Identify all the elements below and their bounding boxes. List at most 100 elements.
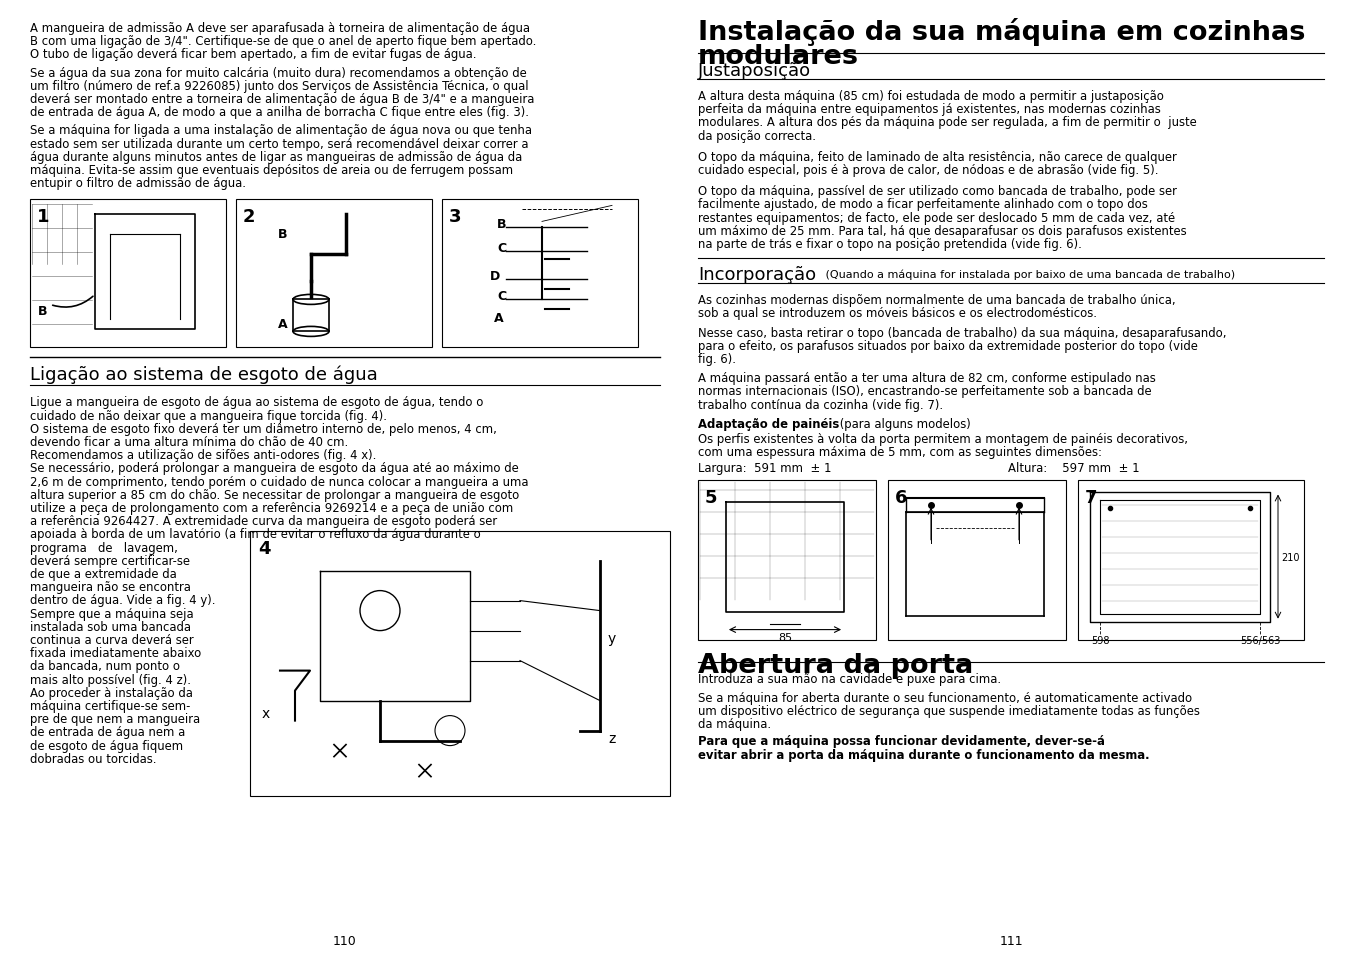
Text: Recomendamos a utilização de sifões anti-odores (fig. 4 x).: Recomendamos a utilização de sifões anti… (30, 449, 377, 461)
Text: A altura desta máquina (85 cm) foi estudada de modo a permitir a justaposição: A altura desta máquina (85 cm) foi estud… (698, 90, 1163, 103)
Text: modulares. A altura dos pés da máquina pode ser regulada, a fim de permitir o  j: modulares. A altura dos pés da máquina p… (698, 116, 1197, 130)
Text: Ligue a mangueira de esgoto de água ao sistema de esgoto de água, tendo o: Ligue a mangueira de esgoto de água ao s… (30, 396, 484, 409)
Text: 4: 4 (258, 539, 270, 557)
Text: altura superior a 85 cm do chão. Se necessitar de prolongar a mangueira de esgot: altura superior a 85 cm do chão. Se nece… (30, 488, 519, 501)
Text: Para que a máquina possa funcionar devidamente, dever-se-á: Para que a máquina possa funcionar devid… (698, 735, 1105, 747)
Text: facilmente ajustado, de modo a ficar perfeitamente alinhado com o topo dos: facilmente ajustado, de modo a ficar per… (698, 198, 1148, 212)
Text: programa   de   lavagem,: programa de lavagem, (30, 541, 178, 554)
Text: 556/563: 556/563 (1240, 635, 1281, 645)
Text: A mangueira de admissão A deve ser aparafusada à torneira de alimentação de água: A mangueira de admissão A deve ser apara… (30, 22, 530, 35)
Text: x: x (262, 706, 270, 720)
Text: O topo da máquina, passível de ser utilizado como bancada de trabalho, pode ser: O topo da máquina, passível de ser utili… (698, 185, 1177, 198)
Text: um dispositivo eléctrico de segurança que suspende imediatamente todas as funçõe: um dispositivo eléctrico de segurança qu… (698, 704, 1200, 718)
Text: de esgoto de água fiquem: de esgoto de água fiquem (30, 739, 184, 752)
Text: B: B (278, 228, 288, 241)
Text: Se a máquina for aberta durante o seu funcionamento, é automaticamente activado: Se a máquina for aberta durante o seu fu… (698, 691, 1192, 704)
Text: água durante alguns minutos antes de ligar as mangueiras de admissão de água da: água durante alguns minutos antes de lig… (30, 151, 523, 164)
Text: 210: 210 (1281, 552, 1300, 562)
Text: B: B (38, 305, 47, 318)
Text: 2: 2 (243, 208, 255, 226)
Text: cuidado especial, pois é à prova de calor, de nódoas e de abrasão (vide fig. 5).: cuidado especial, pois é à prova de calo… (698, 164, 1159, 177)
Text: deverá sempre certificar-se: deverá sempre certificar-se (30, 555, 190, 567)
Text: Incorporação: Incorporação (698, 266, 816, 284)
Text: para o efeito, os parafusos situados por baixo da extremidade posterior do topo : para o efeito, os parafusos situados por… (698, 339, 1198, 353)
Text: A máquina passará então a ter uma altura de 82 cm, conforme estipulado nas: A máquina passará então a ter uma altura… (698, 372, 1155, 385)
Text: 6: 6 (894, 488, 908, 506)
Text: apoiada à borda de um lavatório (a fim de evitar o refluxo da água durante o: apoiada à borda de um lavatório (a fim d… (30, 528, 481, 541)
Text: A: A (278, 318, 288, 331)
Text: D: D (490, 270, 500, 283)
Text: 1: 1 (36, 208, 50, 226)
Text: sob a qual se introduzem os móveis básicos e os electrodomésticos.: sob a qual se introduzem os móveis básic… (698, 307, 1097, 320)
Text: a referência 9264427. A extremidade curva da mangueira de esgoto poderá ser: a referência 9264427. A extremidade curv… (30, 515, 497, 528)
Bar (888, 480, 1066, 639)
Text: (para alguns modelos): (para alguns modelos) (836, 417, 971, 431)
Text: deverá ser montado entre a torneira de alimentação de água B de 3/4" e a manguei: deverá ser montado entre a torneira de a… (30, 92, 535, 106)
Text: 111: 111 (1000, 934, 1023, 947)
Text: As cozinhas modernas dispõem normalmente de uma bancada de trabalho única,: As cozinhas modernas dispõem normalmente… (698, 294, 1175, 307)
Text: Se a máquina for ligada a uma instalação de alimentação de água nova ou que tenh: Se a máquina for ligada a uma instalação… (30, 124, 532, 137)
Text: B: B (497, 218, 507, 232)
Text: normas internacionais (ISO), encastrando-se perfeitamente sob a bancada de: normas internacionais (ISO), encastrando… (698, 385, 1151, 398)
Text: A: A (494, 312, 504, 325)
Text: Justaposição: Justaposição (698, 62, 811, 80)
Text: máquina. Evita-se assim que eventuais depósitos de areia ou de ferrugem possam: máquina. Evita-se assim que eventuais de… (30, 164, 513, 177)
Text: Instalação da sua máquina em cozinhas: Instalação da sua máquina em cozinhas (698, 18, 1305, 46)
Text: utilize a peça de prolongamento com a referência 9269214 e a peça de união com: utilize a peça de prolongamento com a re… (30, 501, 513, 515)
Text: perfeita da máquina entre equipamentos já existentes, nas modernas cozinhas: perfeita da máquina entre equipamentos j… (698, 103, 1161, 116)
Text: modulares: modulares (698, 44, 859, 70)
Text: pre de que nem a mangueira: pre de que nem a mangueira (30, 713, 200, 725)
Text: continua a curva deverá ser: continua a curva deverá ser (30, 634, 193, 646)
Text: y: y (608, 631, 616, 645)
Text: da posição correcta.: da posição correcta. (698, 130, 816, 142)
Text: evitar abrir a porta da máquina durante o funcionamento da mesma.: evitar abrir a porta da máquina durante … (698, 748, 1150, 760)
Text: um máximo de 25 mm. Para tal, há que desaparafusar os dois parafusos existentes: um máximo de 25 mm. Para tal, há que des… (698, 225, 1186, 237)
Text: máquina certifique-se sem-: máquina certifique-se sem- (30, 700, 190, 712)
Text: Nesse caso, basta retirar o topo (bancada de trabalho) da sua máquina, desaparaf: Nesse caso, basta retirar o topo (bancad… (698, 326, 1227, 339)
Text: na parte de trás e fixar o topo na posição pretendida (vide fig. 6).: na parte de trás e fixar o topo na posiç… (698, 237, 1082, 251)
Text: cuidado de não deixar que a mangueira fique torcida (fig. 4).: cuidado de não deixar que a mangueira fi… (30, 409, 386, 422)
Text: (Quando a máquina for instalada por baixo de uma bancada de trabalho): (Quando a máquina for instalada por baix… (821, 269, 1235, 279)
Text: restantes equipamentos; de facto, ele pode ser deslocado 5 mm de cada vez, até: restantes equipamentos; de facto, ele po… (698, 212, 1175, 224)
Text: O sistema de esgoto fixo deverá ter um diâmetro interno de, pelo menos, 4 cm,: O sistema de esgoto fixo deverá ter um d… (30, 422, 497, 436)
Text: entupir o filtro de admissão de água.: entupir o filtro de admissão de água. (30, 177, 246, 190)
Text: 7: 7 (1085, 488, 1097, 506)
Text: O topo da máquina, feito de laminado de alta resistência, não carece de qualquer: O topo da máquina, feito de laminado de … (698, 151, 1177, 164)
Text: O tubo de ligação deverá ficar bem apertado, a fim de evitar fugas de água.: O tubo de ligação deverá ficar bem apert… (30, 49, 477, 61)
Text: Os perfis existentes à volta da porta permitem a montagem de painéis decorativos: Os perfis existentes à volta da porta pe… (698, 433, 1188, 446)
Text: trabalho contínua da cozinha (vide fig. 7).: trabalho contínua da cozinha (vide fig. … (698, 398, 943, 411)
Text: Se necessário, poderá prolongar a mangueira de esgoto da água até ao máximo de: Se necessário, poderá prolongar a mangue… (30, 462, 519, 475)
Text: com uma espessura máxima de 5 mm, com as seguintes dimensões:: com uma espessura máxima de 5 mm, com as… (698, 446, 1102, 458)
Text: Se a água da sua zona for muito calcária (muito dura) recomendamos a obtenção de: Se a água da sua zona for muito calcária… (30, 67, 527, 79)
Text: estado sem ser utilizada durante um certo tempo, será recomendável deixar correr: estado sem ser utilizada durante um cert… (30, 137, 528, 151)
Text: de entrada de água A, de modo a que a anilha de borracha C fique entre eles (fig: de entrada de água A, de modo a que a an… (30, 106, 530, 119)
Text: 85: 85 (778, 632, 792, 642)
Text: C: C (497, 290, 507, 303)
Text: Introduza a sua mão na cavidade e puxe para cima.: Introduza a sua mão na cavidade e puxe p… (698, 672, 1001, 685)
Text: Adaptação de painéis: Adaptação de painéis (698, 417, 839, 431)
Bar (442, 200, 638, 348)
Text: 2,6 m de comprimento, tendo porém o cuidado de nunca colocar a mangueira a uma: 2,6 m de comprimento, tendo porém o cuid… (30, 476, 528, 488)
Bar (698, 480, 875, 639)
Text: Ligação ao sistema de esgoto de água: Ligação ao sistema de esgoto de água (30, 365, 378, 383)
Text: mais alto possível (fig. 4 z).: mais alto possível (fig. 4 z). (30, 673, 190, 686)
Text: dentro de água. Vide a fig. 4 y).: dentro de água. Vide a fig. 4 y). (30, 594, 216, 607)
Text: 5: 5 (705, 488, 717, 506)
Text: fig. 6).: fig. 6). (698, 353, 736, 366)
Text: 3: 3 (449, 208, 462, 226)
Text: devendo ficar a uma altura mínima do chão de 40 cm.: devendo ficar a uma altura mínima do chã… (30, 436, 349, 449)
Text: Ao proceder à instalação da: Ao proceder à instalação da (30, 686, 193, 700)
Text: da bancada, num ponto o: da bancada, num ponto o (30, 659, 180, 673)
Text: dobradas ou torcidas.: dobradas ou torcidas. (30, 752, 157, 765)
Text: B com uma ligação de 3/4". Certifique-se de que o anel de aperto fique bem apert: B com uma ligação de 3/4". Certifique-se… (30, 35, 536, 49)
Text: da máquina.: da máquina. (698, 718, 771, 730)
Text: instalada sob uma bancada: instalada sob uma bancada (30, 620, 190, 633)
Text: Abertura da porta: Abertura da porta (698, 652, 973, 678)
Bar (236, 200, 432, 348)
Text: z: z (608, 731, 615, 745)
Text: de que a extremidade da: de que a extremidade da (30, 567, 177, 580)
Text: 110: 110 (334, 934, 357, 947)
Text: de entrada de água nem a: de entrada de água nem a (30, 725, 185, 739)
Text: mangueira não se encontra: mangueira não se encontra (30, 580, 190, 594)
Bar (250, 531, 670, 796)
